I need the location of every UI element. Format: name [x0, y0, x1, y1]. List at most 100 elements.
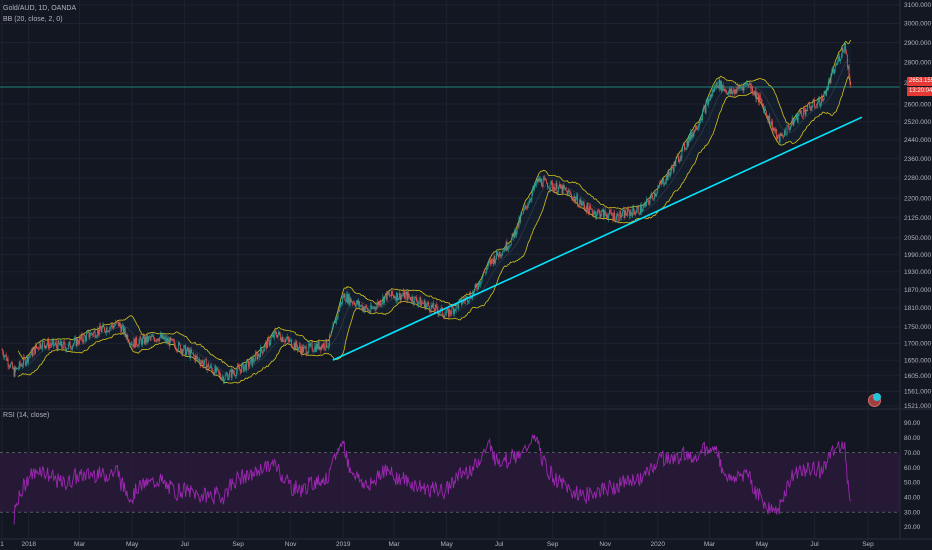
- candle-body: [279, 334, 281, 340]
- candle-body: [31, 349, 33, 357]
- candle-body: [64, 342, 66, 348]
- candle-body: [557, 191, 559, 193]
- candle-body: [560, 186, 562, 189]
- candle-body: [582, 201, 584, 204]
- candle-body: [678, 160, 680, 163]
- candle-body: [393, 295, 395, 298]
- candle-body: [484, 271, 485, 273]
- candle-body: [41, 347, 43, 349]
- candle-body: [63, 342, 65, 343]
- candle-body: [768, 115, 770, 122]
- candle-body: [323, 343, 325, 349]
- candle-body: [161, 334, 163, 339]
- candle-body: [71, 348, 73, 350]
- candle-body: [576, 195, 578, 200]
- candle-body: [459, 299, 460, 302]
- y-tick-label: 3000.000: [904, 21, 931, 28]
- candle-body: [130, 343, 132, 345]
- candle-body: [747, 85, 749, 87]
- candle-body: [198, 358, 200, 363]
- candle-body: [774, 129, 776, 132]
- candle-body: [143, 335, 145, 344]
- candle-body: [224, 374, 226, 380]
- candle-body: [579, 199, 581, 202]
- last-price-tag: 2653.155: [907, 77, 932, 86]
- candle-body: [716, 82, 718, 87]
- candle-body: [341, 296, 343, 304]
- candle-body: [218, 371, 220, 373]
- candle-body: [409, 296, 410, 298]
- candle-body: [833, 70, 835, 74]
- candle-body: [346, 294, 348, 302]
- candle-body: [834, 65, 836, 71]
- candle-body: [33, 347, 35, 350]
- candle-body: [162, 334, 164, 340]
- candle-body: [573, 196, 575, 198]
- candle-body: [634, 213, 636, 215]
- candle-body: [631, 213, 633, 217]
- candle-body: [79, 337, 80, 344]
- candle-body: [185, 345, 186, 355]
- candle-body: [340, 302, 342, 307]
- candle-body: [755, 90, 757, 100]
- candle-body: [294, 342, 296, 349]
- candle-body: [759, 95, 760, 103]
- candle-body: [634, 211, 635, 215]
- candle-body: [603, 210, 605, 218]
- candle-body: [715, 82, 717, 88]
- candle-body: [735, 89, 737, 94]
- candle-body: [154, 340, 156, 342]
- candle-body: [290, 339, 292, 341]
- candle-body: [322, 344, 323, 348]
- candle-body: [372, 307, 374, 309]
- candle-body: [77, 339, 79, 344]
- candle-body: [570, 194, 572, 195]
- candle-body: [167, 339, 169, 343]
- candle-body: [240, 369, 242, 373]
- candle-body: [371, 305, 373, 309]
- candle-body: [410, 300, 412, 302]
- candle-body: [107, 331, 109, 333]
- candle-body: [479, 283, 481, 286]
- candle-body: [476, 285, 478, 289]
- candle-body: [443, 316, 445, 318]
- candle-body: [706, 100, 708, 103]
- candle-body: [410, 297, 411, 301]
- candle-body: [248, 360, 249, 367]
- candle-body: [108, 331, 110, 332]
- candle-body: [782, 134, 784, 137]
- candle-body: [273, 334, 274, 338]
- candle-body: [617, 213, 619, 221]
- candle-body: [426, 304, 428, 306]
- candle-body: [310, 343, 312, 344]
- candle-body: [381, 302, 383, 305]
- candle-body: [804, 109, 806, 115]
- candle-body: [414, 296, 416, 304]
- candle-body: [335, 316, 337, 324]
- candle-body: [748, 84, 750, 87]
- candle-body: [740, 86, 742, 88]
- candle-body: [840, 56, 842, 59]
- candle-body: [472, 292, 474, 295]
- candle-body: [26, 355, 28, 362]
- candle-body: [377, 301, 379, 306]
- candle-body: [73, 343, 74, 346]
- candle-body: [516, 231, 517, 236]
- candle-body: [174, 344, 176, 350]
- y-tick-label: 1810.000: [904, 305, 931, 312]
- candle-body: [679, 156, 681, 161]
- candle-body: [697, 127, 699, 129]
- candle-body: [555, 183, 557, 188]
- candle-body: [732, 91, 734, 94]
- candle-body: [572, 197, 574, 201]
- candle-body: [116, 321, 118, 323]
- candle-body: [39, 342, 41, 349]
- candle-body: [363, 306, 365, 312]
- candle-body: [356, 300, 358, 304]
- candle-body: [286, 337, 288, 339]
- candle-body: [277, 334, 279, 338]
- candle-body: [386, 291, 388, 300]
- candle-body: [824, 91, 826, 93]
- candle-body: [166, 338, 167, 342]
